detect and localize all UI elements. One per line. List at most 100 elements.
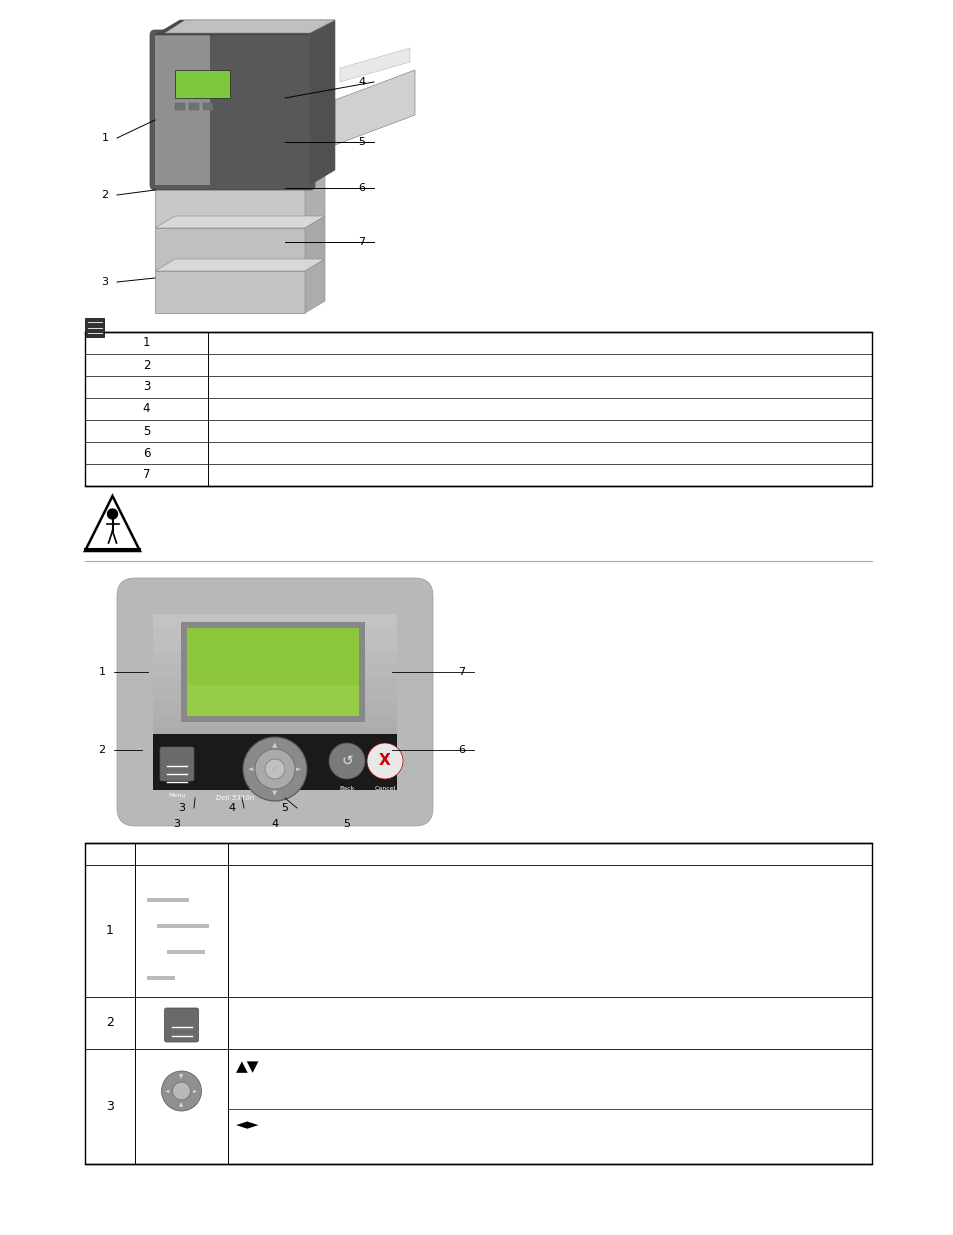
Text: 5: 5 [343,819,350,829]
Text: ►: ► [193,1088,197,1093]
Polygon shape [305,173,325,227]
Bar [187,629,358,716]
Bar [203,103,213,110]
Polygon shape [335,70,415,144]
Bar [152,652,396,664]
Polygon shape [305,216,325,270]
Bar [152,614,396,626]
Bar [154,270,305,312]
Polygon shape [305,259,325,312]
Text: 6: 6 [458,745,465,755]
Text: 4: 4 [358,77,365,86]
Text: ▲: ▲ [179,1103,183,1108]
Polygon shape [165,20,335,33]
Text: Menu: Menu [168,794,186,799]
Bar [152,689,396,701]
Bar [154,35,210,185]
Text: 3: 3 [173,819,180,829]
Text: ◄: ◄ [165,1088,170,1093]
Text: 5: 5 [358,137,365,147]
Text: ▲: ▲ [272,742,277,748]
Bar [157,924,209,929]
Text: 3: 3 [178,803,185,813]
Circle shape [243,737,307,802]
Text: 2: 2 [101,190,109,200]
Text: 1: 1 [101,133,109,143]
Text: 7: 7 [458,667,465,677]
Bar [152,677,396,689]
Text: 1: 1 [106,925,113,937]
Bar [85,332,871,487]
Polygon shape [154,20,335,35]
Text: ↺: ↺ [341,755,353,768]
Polygon shape [154,173,325,185]
Bar [147,898,189,903]
Circle shape [329,743,365,779]
Polygon shape [339,48,410,82]
Text: 2: 2 [106,1016,113,1030]
Circle shape [161,1071,201,1112]
Text: 1: 1 [98,667,106,677]
Circle shape [254,748,294,789]
Bar [189,103,199,110]
Text: 3: 3 [143,380,150,394]
Bar [154,185,305,227]
Circle shape [265,760,285,779]
Bar [152,715,396,727]
Text: 4: 4 [143,403,150,415]
Text: 4: 4 [228,803,235,813]
Text: ►: ► [296,766,301,772]
Text: 2: 2 [98,745,106,755]
Circle shape [367,743,402,779]
Text: ◄: ◄ [248,766,253,772]
Polygon shape [154,216,325,228]
Bar [174,70,230,98]
Bar [152,752,396,764]
Polygon shape [310,20,335,185]
Bar [181,622,365,722]
Bar [167,950,205,955]
FancyBboxPatch shape [150,30,314,190]
Circle shape [108,509,117,519]
FancyBboxPatch shape [117,578,433,826]
Bar [85,317,104,337]
Text: ✓: ✓ [271,764,279,774]
Bar [85,844,871,1165]
Text: 1: 1 [143,336,150,350]
Text: ▼: ▼ [179,1074,183,1079]
Text: 6: 6 [143,447,150,459]
Bar [174,103,185,110]
Text: Dell 5310n: Dell 5310n [215,795,253,802]
Circle shape [172,1082,191,1100]
Bar [152,701,396,715]
Text: 4: 4 [272,819,278,829]
Bar [152,664,396,677]
Bar [187,685,358,716]
Bar [152,740,396,752]
Text: 2: 2 [143,358,150,372]
Text: 5: 5 [143,425,150,437]
Bar [152,764,396,777]
Text: 5: 5 [281,803,288,813]
Bar [152,626,396,640]
FancyBboxPatch shape [164,1008,198,1042]
Text: 6: 6 [358,183,365,193]
Bar [152,777,396,790]
Bar [147,976,174,981]
Text: 3: 3 [101,277,109,287]
Polygon shape [85,496,140,551]
Bar [154,228,305,270]
Text: Back: Back [339,787,355,792]
Text: ▼: ▼ [272,790,277,797]
Text: 3: 3 [106,1100,113,1113]
Text: 7: 7 [143,468,150,482]
Text: ◄►: ◄► [235,1116,259,1131]
Text: Cancel: Cancel [374,787,395,792]
Text: X: X [378,753,391,768]
Polygon shape [154,259,325,270]
Bar [152,640,396,652]
Text: ▲▼: ▲▼ [235,1058,259,1074]
Text: 7: 7 [358,237,365,247]
Bar [152,734,396,790]
Bar [152,727,396,740]
